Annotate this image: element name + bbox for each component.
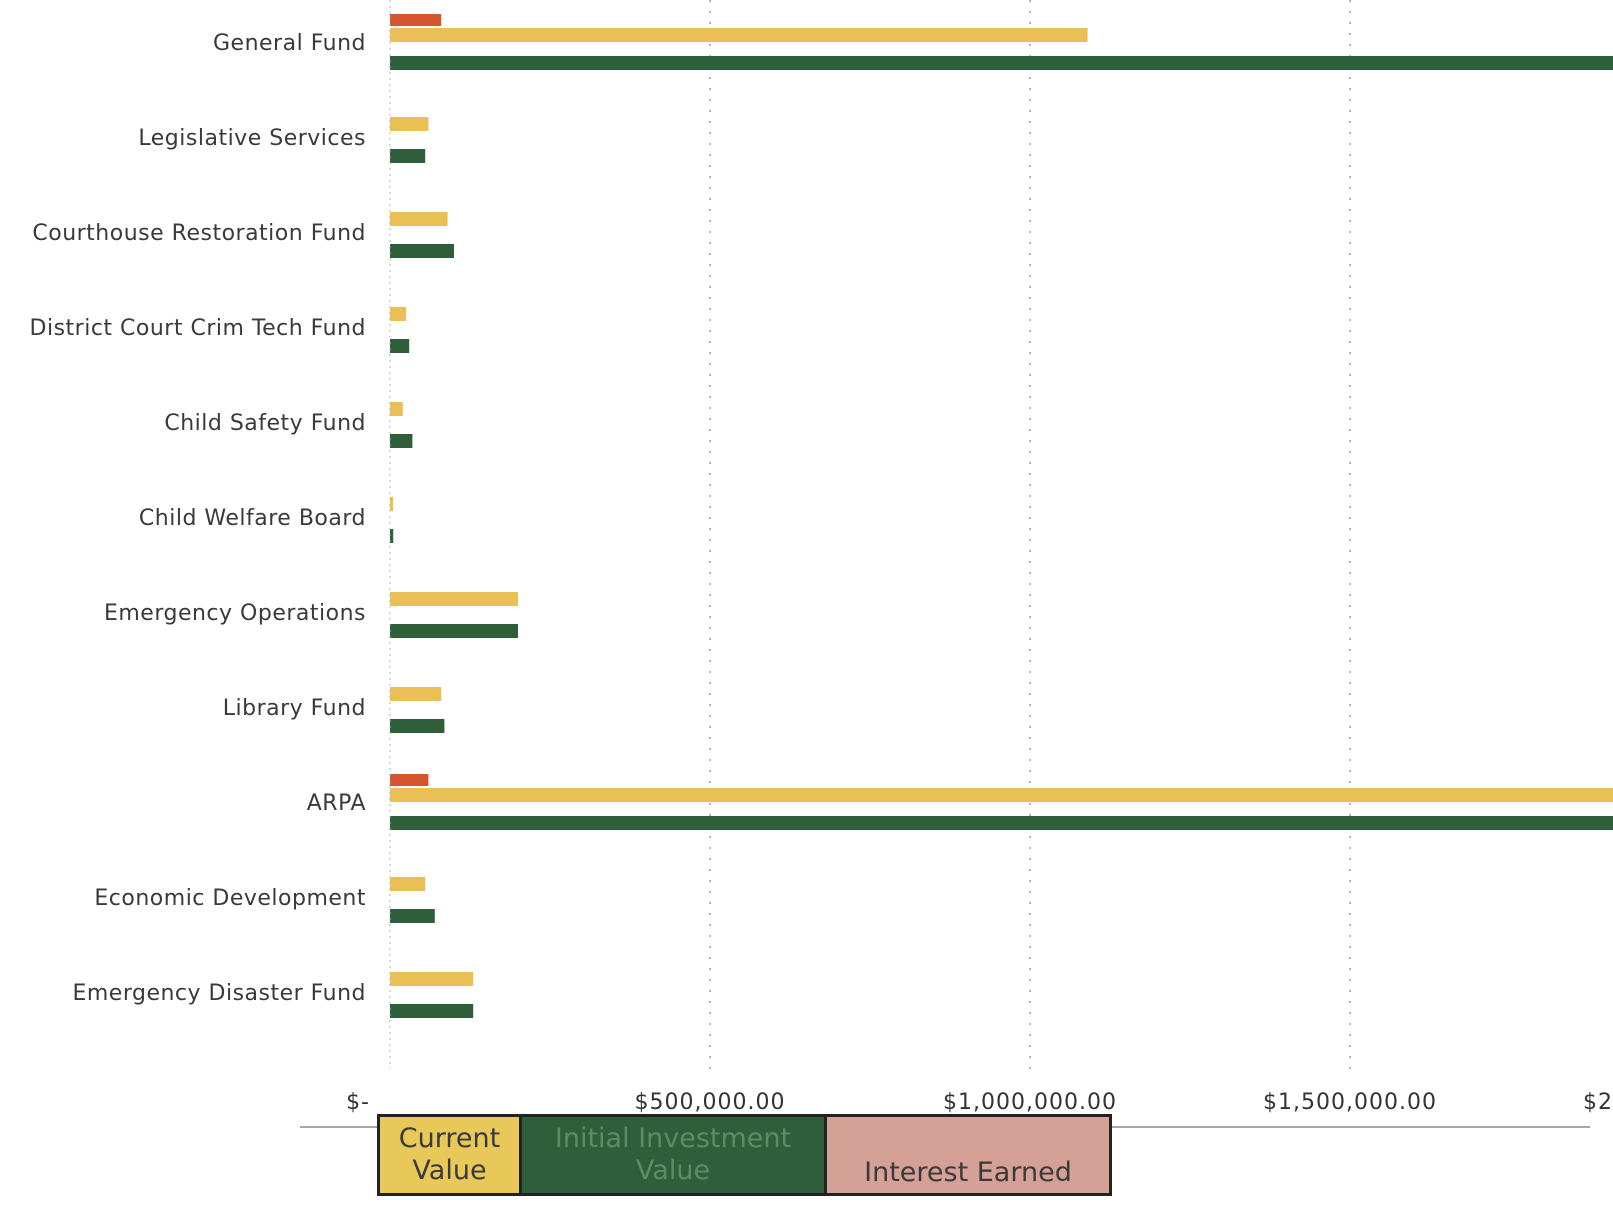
bar-initial-investment-value xyxy=(390,624,518,638)
bar-current-value xyxy=(390,402,403,416)
bar-initial-investment-value xyxy=(390,529,394,543)
category-labels: General Fund Legislative Services Courthou… xyxy=(30,31,366,1006)
category-label: Library Fund xyxy=(223,696,366,721)
bar-current-value xyxy=(390,497,394,511)
category-label: General Fund xyxy=(213,31,366,56)
bar-initial-investment-value xyxy=(390,339,410,353)
bar-initial-investment-value xyxy=(390,816,1613,830)
x-tick-label: $500,000.00 xyxy=(635,1090,786,1115)
bar-initial-investment-value xyxy=(390,434,413,448)
gridlines xyxy=(709,0,1351,1069)
category-label: Courthouse Restoration Fund xyxy=(32,221,366,246)
legend: Current Value Initial Investment Value I… xyxy=(377,1114,1112,1196)
bar-current-value xyxy=(390,877,426,891)
category-label: Emergency Operations xyxy=(104,601,366,626)
bar-current-value xyxy=(390,972,474,986)
legend-initial-investment-value: Initial Investment Value xyxy=(522,1117,827,1193)
bar-initial-investment-value xyxy=(390,56,1613,70)
bar-interest-earned xyxy=(390,14,442,26)
bar-current-value xyxy=(390,28,1088,42)
category-label: ARPA xyxy=(307,791,366,816)
bar-initial-investment-value xyxy=(390,1004,474,1018)
bar-current-value xyxy=(390,592,518,606)
x-tick-label: $1,000,000.00 xyxy=(943,1090,1117,1115)
legend-interest-earned: Interest Earned xyxy=(827,1117,1109,1193)
bars xyxy=(390,14,1613,1018)
legend-current-value: Current Value xyxy=(380,1117,522,1193)
category-label: Child Safety Fund xyxy=(164,411,366,436)
x-tick-label: $- xyxy=(346,1090,370,1115)
bar-initial-investment-value xyxy=(390,244,454,258)
category-label: District Court Crim Tech Fund xyxy=(30,316,366,341)
bar-initial-investment-value xyxy=(390,149,426,163)
x-tick-label: $1,500,000.00 xyxy=(1263,1090,1437,1115)
bar-interest-earned xyxy=(390,774,429,786)
category-label: Emergency Disaster Fund xyxy=(72,981,366,1006)
bar-initial-investment-value xyxy=(390,909,435,923)
bar-current-value xyxy=(390,687,442,701)
category-label: Economic Development xyxy=(94,886,366,911)
bar-current-value xyxy=(390,117,429,131)
bar-current-value xyxy=(390,307,406,321)
x-axis: $- $500,000.00 $1,000,000.00 $1,500,000.00 $… xyxy=(300,0,1613,1128)
bar-current-value xyxy=(390,788,1613,802)
bar-initial-investment-value xyxy=(390,719,445,733)
bar-current-value xyxy=(390,212,448,226)
category-label: Legislative Services xyxy=(138,126,366,151)
x-tick-label: $2,000,000.00 xyxy=(1583,1090,1613,1115)
category-label: Child Welfare Board xyxy=(139,506,366,531)
